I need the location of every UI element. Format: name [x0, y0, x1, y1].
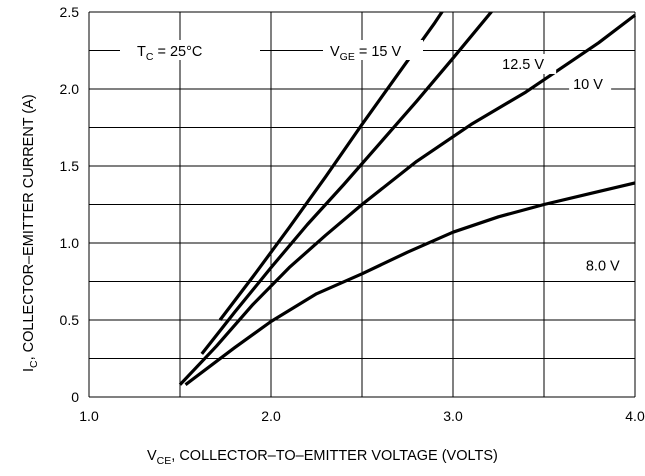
y-axis-label: IC, COLLECTOR–EMITTER CURRENT (A) [21, 94, 40, 372]
series-line-3 [178, 13, 636, 386]
x-tick-label: 1.0 [79, 408, 99, 424]
series-line-2 [200, 12, 494, 355]
y-tick-label: 2.5 [60, 4, 80, 20]
x-tick-label: 2.0 [261, 408, 281, 424]
y-tick-label: 2.0 [60, 81, 80, 97]
series-label-bg [498, 53, 557, 74]
series-label: 12.5 V [502, 57, 544, 73]
series-line-4 [184, 181, 636, 386]
x-tick-label: 3.0 [443, 408, 463, 424]
x-tick-label: 4.0 [625, 408, 645, 424]
annotation-tc: TC = 25°C [137, 44, 202, 63]
y-tick-label: 0 [71, 389, 79, 405]
y-tick-label: 1.5 [60, 158, 80, 174]
annotation-vge: VGE = 15 V [330, 44, 402, 63]
tick-labels: 1.0 2.0 3.0 4.0 0 0.5 1.0 1.5 2.0 2.5 [60, 4, 645, 424]
annotation-tc-bg [120, 40, 260, 60]
curves [178, 12, 636, 386]
series-label: 8.0 V [586, 259, 620, 275]
x-axis-label: VCE, COLLECTOR–TO–EMITTER VOLTAGE (VOLTS… [147, 448, 498, 467]
y-tick-label: 0.5 [60, 312, 80, 328]
series-label-bg [581, 255, 632, 276]
y-tick-label: 1.0 [60, 235, 80, 251]
series-label-bg [569, 74, 612, 94]
series-labels: 12.5 V 10 V 8.0 V [498, 53, 632, 276]
series-line-1 [218, 12, 444, 321]
series-label: 10 V [573, 77, 603, 93]
annotation-vge-bg [323, 40, 423, 60]
